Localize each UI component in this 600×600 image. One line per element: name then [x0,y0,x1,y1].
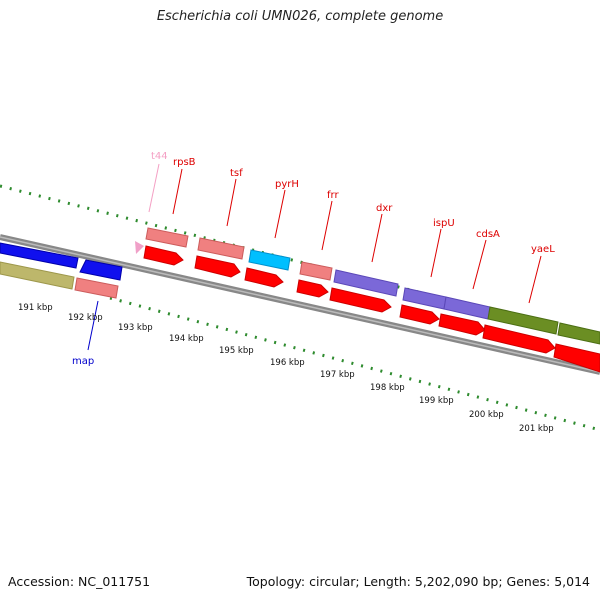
gene-label-rpsB[interactable]: rpsB [173,157,196,168]
map-title: Escherichia coli UMN026, complete genome [156,9,444,24]
kbp-label: 194 kbp [169,334,204,344]
frr-cds[interactable] [296,279,329,298]
rpsB-cds[interactable] [143,245,184,266]
kbp-label: 192 kbp [68,313,103,323]
gene-label-yaeL[interactable]: yaeL [531,244,555,255]
dxr-cds[interactable] [329,287,392,313]
gene-label-ispU[interactable]: ispU [433,218,455,229]
pyrH-feature[interactable] [248,249,291,271]
dxr-feature[interactable] [333,269,399,297]
red-cds-right[interactable] [553,343,600,373]
tsf-cds[interactable] [194,255,241,278]
ispU-cds[interactable] [399,304,440,325]
lower-strand-features [0,245,600,373]
kbp-label: 200 kbp [469,410,504,420]
gene-labels: t44 rpsB tsf pyrH frr dxr ispU cdsA yaeL… [72,151,555,367]
gene-label-map[interactable]: map [72,356,94,367]
rpsB-feature[interactable] [145,227,189,248]
tsf-feature[interactable] [197,237,245,260]
kbp-label: 201 kbp [519,424,554,434]
kbp-label: 198 kbp [370,383,405,393]
kbp-label: 199 kbp [419,396,454,406]
gene-label-cdsA[interactable]: cdsA [476,229,500,240]
kbp-scale-labels: 191 kbp 192 kbp 193 kbp 194 kbp 195 kbp … [18,303,554,434]
label-leaders [87,163,542,351]
kbp-label: 197 kbp [320,370,355,380]
kbp-label: 191 kbp [18,303,53,313]
gene-label-pyrH[interactable]: pyrH [275,179,299,190]
ispU-feature[interactable] [402,287,447,310]
frr-feature[interactable] [299,261,333,281]
gene-label-frr[interactable]: frr [327,190,339,201]
upper-strand-features [0,227,600,345]
khaki-feature[interactable] [0,261,75,290]
accession-text: Accession: NC_011751 [8,574,151,589]
topology-text: Topology: circular; Length: 5,202,090 bp… [246,574,590,589]
yaeL-cds[interactable] [482,324,556,354]
cdsA-cds[interactable] [438,313,486,336]
gene-label-tsf[interactable]: tsf [230,168,243,179]
blue-feature-1[interactable] [0,242,79,269]
genome-backbone [0,234,600,375]
blue-feature-2[interactable] [79,259,123,281]
yaeL-feature[interactable] [487,306,559,335]
pyrH-cds[interactable] [244,267,284,288]
olive-feature-right[interactable] [557,322,600,345]
kbp-label: 195 kbp [219,346,254,356]
kbp-label: 196 kbp [270,358,305,368]
map-feature[interactable] [74,277,119,299]
gene-label-t44[interactable]: t44 [151,151,168,162]
gene-label-dxr[interactable]: dxr [376,203,393,214]
kbp-label: 193 kbp [118,323,153,333]
t44-feature[interactable] [135,241,144,254]
